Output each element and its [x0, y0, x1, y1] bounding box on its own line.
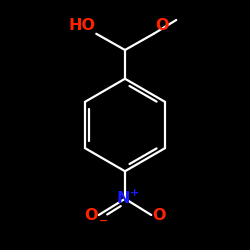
Text: HO: HO: [68, 18, 95, 32]
Text: O: O: [155, 18, 168, 32]
Text: −: −: [98, 216, 108, 226]
Text: O: O: [152, 208, 166, 222]
Text: N: N: [117, 191, 130, 206]
Text: O: O: [84, 208, 98, 222]
Text: +: +: [130, 188, 139, 198]
